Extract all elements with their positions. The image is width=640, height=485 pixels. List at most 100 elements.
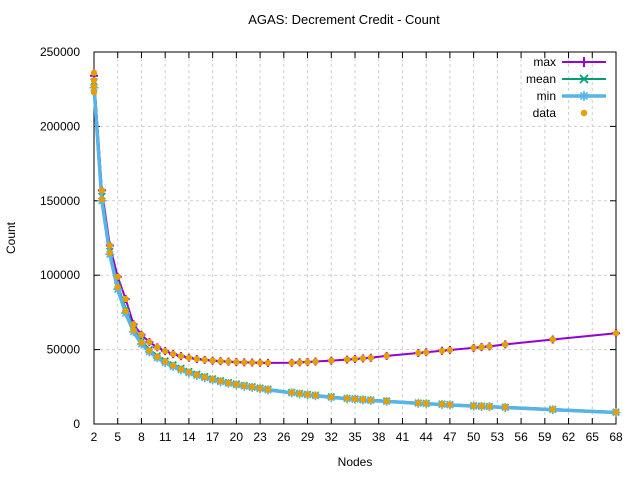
x-tick-label: 23	[253, 430, 267, 444]
data-point-dot	[343, 395, 351, 402]
data-point-dot	[446, 401, 454, 408]
data-point-dot	[502, 341, 509, 348]
x-tick-label: 14	[182, 430, 196, 444]
data-point-dot	[367, 354, 375, 361]
data-point-dot	[422, 400, 430, 407]
data-point-dot	[146, 347, 153, 354]
x-tick-label: 50	[467, 430, 481, 444]
data-point-dot	[367, 396, 375, 404]
data-point-dot	[90, 83, 98, 90]
data-point-dot	[146, 338, 153, 346]
y-tick-label: 200000	[40, 119, 80, 133]
data-point-dot	[217, 377, 224, 385]
data-point-dot	[438, 347, 446, 354]
legend-label-min: min	[537, 89, 556, 103]
x-tick-label: 29	[301, 430, 315, 444]
x-tick-label: 11	[159, 430, 172, 444]
data-point-dot	[264, 359, 272, 367]
data-point-dot	[114, 273, 121, 280]
data-point-dot	[177, 365, 185, 373]
x-tick-label: 56	[514, 430, 528, 444]
data-point-dot	[351, 395, 359, 403]
x-tick-label: 20	[230, 430, 244, 444]
data-point-dot	[138, 331, 145, 338]
data-point-dot	[470, 344, 477, 352]
data-point-dot	[312, 392, 319, 399]
legend: max mean min data	[526, 55, 606, 120]
data-point-dot	[415, 399, 422, 407]
data-point-dot	[415, 349, 422, 357]
x-tick-label: 41	[396, 430, 410, 444]
data-point-dot	[296, 359, 303, 366]
data-point-dot	[193, 371, 201, 378]
data-point-dot	[114, 283, 121, 291]
x-tick-label: 59	[538, 430, 552, 444]
data-point-dot	[106, 249, 114, 257]
x-tick-label: 8	[138, 430, 145, 444]
data-point-dot	[478, 343, 485, 351]
data-point-dot	[209, 357, 216, 364]
data-point-dot	[90, 77, 98, 84]
data-point-dot	[201, 373, 208, 381]
y-tick-label: 100000	[40, 268, 80, 282]
gridlines	[94, 52, 616, 424]
data-point-dot	[241, 382, 248, 389]
x-tick-label: 35	[348, 430, 362, 444]
data-point-dot	[122, 295, 129, 303]
tick-labels: 2 5 8 11 14 17 20 23 26 29 32 35 38 41 44 47 50 53 56 59 62 6…	[40, 45, 623, 444]
x-tick-label: 2	[91, 430, 98, 444]
data-point-dot	[256, 385, 264, 392]
data-point-dot	[438, 401, 446, 408]
data-point-dot	[169, 362, 177, 369]
data-point-dot	[549, 406, 556, 413]
y-tick-label: 0	[73, 417, 80, 431]
data-point-dot	[304, 391, 311, 398]
data-point-dot	[549, 336, 556, 343]
data-point-dot	[486, 343, 493, 350]
legend-label-data: data	[533, 106, 557, 120]
x-tick-label: 65	[586, 430, 600, 444]
data-point-dot	[130, 327, 137, 334]
x-tick-label: 44	[420, 430, 434, 444]
data-point-dot	[446, 346, 454, 354]
legend-label-max: max	[533, 55, 556, 69]
data-point-dot	[122, 307, 129, 315]
data-point-dot	[241, 359, 248, 366]
data-point-dot	[288, 359, 295, 366]
x-tick-label: 47	[443, 430, 457, 444]
data-point-dot	[288, 389, 295, 396]
data-point-dot	[106, 242, 114, 249]
data-point-dot	[612, 330, 620, 337]
data-point-dot	[161, 347, 169, 355]
data-point-dot	[225, 358, 232, 365]
data-point-dot	[90, 88, 98, 96]
data-point-dot	[478, 402, 485, 410]
data-point-dot	[486, 403, 493, 410]
x-tick-label: 38	[372, 430, 386, 444]
data-point-dot	[154, 344, 161, 351]
data-point-dot	[328, 393, 335, 401]
y-tick-label: 50000	[47, 343, 81, 357]
x-tick-label: 53	[491, 430, 505, 444]
data-point-dot	[304, 358, 311, 366]
data-point-dot	[343, 356, 351, 363]
data-point-dot	[90, 69, 98, 77]
data-point-dot	[256, 359, 264, 366]
data-point-dot	[248, 383, 256, 391]
data-point-dot	[201, 356, 208, 364]
data-point-dot	[169, 350, 177, 358]
data-point-dot	[98, 187, 106, 194]
x-tick-label: 5	[114, 430, 121, 444]
data-point-dot	[193, 355, 201, 363]
data-point-dot	[312, 358, 319, 365]
data-point-dot	[296, 390, 303, 397]
plot-border	[93, 51, 617, 425]
x-tick-label: 68	[609, 430, 623, 444]
data-point-dot	[138, 339, 145, 346]
x-tick-label: 17	[206, 430, 220, 444]
data-point-dot	[177, 352, 185, 360]
data-point-dot	[359, 396, 367, 403]
data-point-dot	[351, 355, 359, 363]
